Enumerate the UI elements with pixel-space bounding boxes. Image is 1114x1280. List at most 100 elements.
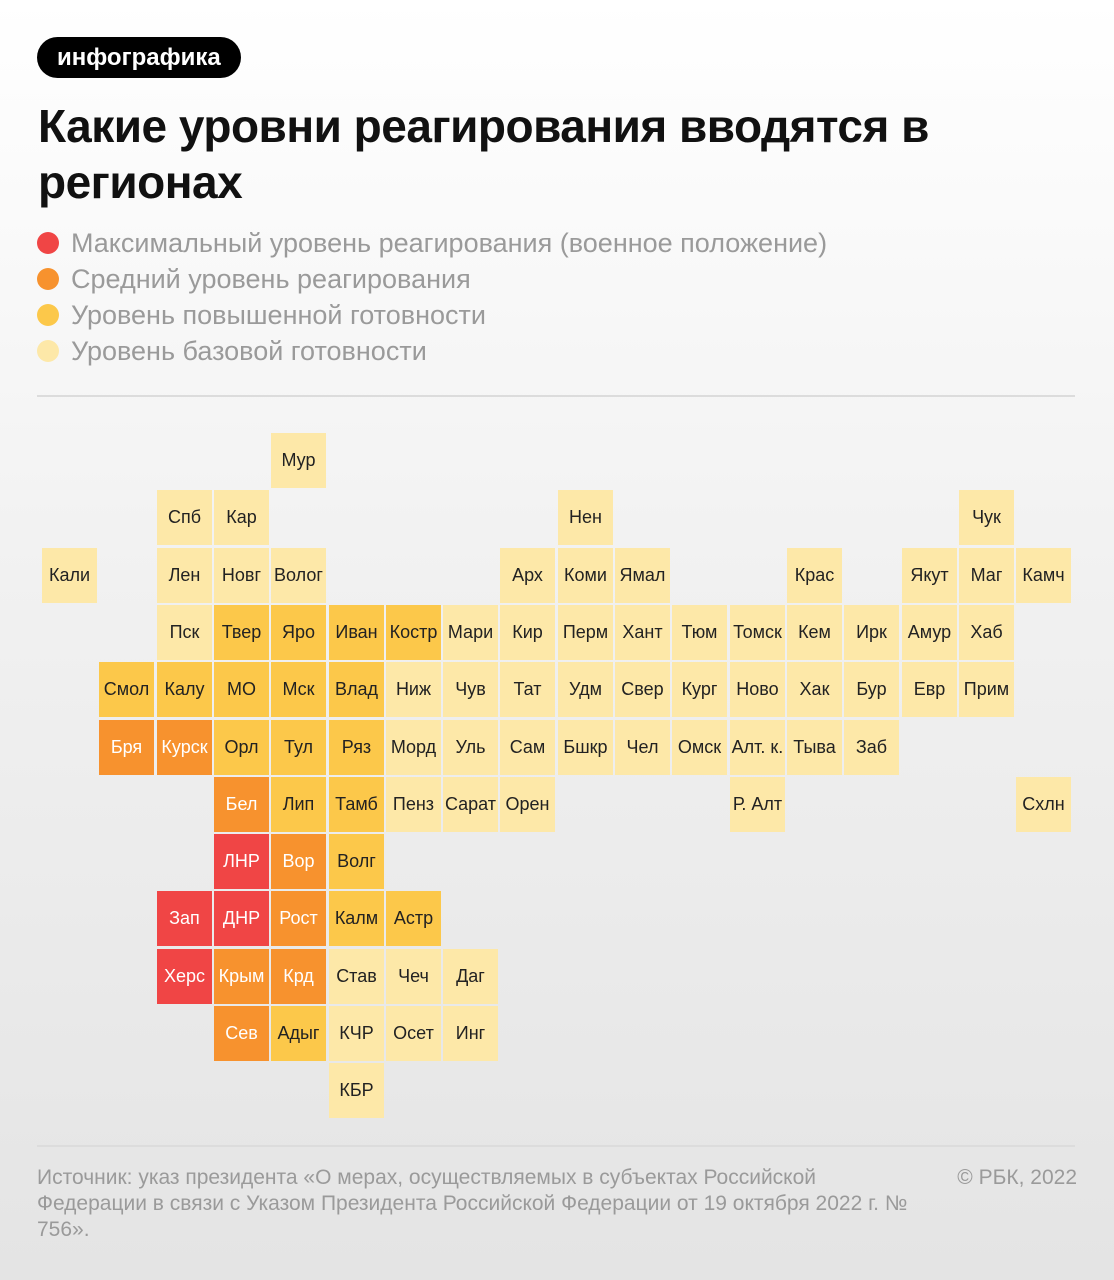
region-tile: Кем — [787, 605, 842, 660]
region-tile: Камч — [1016, 548, 1071, 603]
region-tile: ДНР — [214, 891, 269, 946]
region-tile: Яро — [271, 605, 326, 660]
region-tile: МО — [214, 662, 269, 717]
region-tile: Калу — [157, 662, 212, 717]
region-tile: Амур — [902, 605, 957, 660]
region-tile: Крас — [787, 548, 842, 603]
region-tile: Смол — [99, 662, 154, 717]
region-tile: Осет — [386, 1006, 441, 1061]
region-tile: Сарат — [443, 777, 498, 832]
legend-dot-max — [37, 232, 59, 254]
copyright: © РБК, 2022 — [957, 1166, 1077, 1189]
region-tile: Чел — [615, 720, 670, 775]
legend-label-base: Уровень базовой готовности — [71, 335, 427, 366]
region-tile: Арх — [500, 548, 555, 603]
region-tile: Чув — [443, 662, 498, 717]
legend-label-max: Максимальный уровень реагирования (военн… — [71, 227, 828, 258]
region-tile: Прим — [959, 662, 1014, 717]
region-tile: Крым — [214, 949, 269, 1004]
region-tile: Крд — [271, 949, 326, 1004]
region-tile: Морд — [386, 720, 441, 775]
region-tile: Томск — [730, 605, 785, 660]
region-tile: Бур — [844, 662, 899, 717]
region-tile: Хаб — [959, 605, 1014, 660]
legend-item-max: Максимальный уровень реагирования (военн… — [37, 225, 827, 261]
region-tile: Нен — [558, 490, 613, 545]
region-tile: Астр — [386, 891, 441, 946]
region-tile: Кир — [500, 605, 555, 660]
legend-item-mid: Средний уровень реагирования — [37, 261, 827, 297]
region-tile: Сев — [214, 1006, 269, 1061]
region-tile: КБР — [329, 1063, 384, 1118]
region-tile: Костр — [386, 605, 441, 660]
region-tile: Пск — [157, 605, 212, 660]
legend-label-mid: Средний уровень реагирования — [71, 263, 471, 294]
region-tile: Тамб — [329, 777, 384, 832]
region-tile: Ямал — [615, 548, 670, 603]
region-tile: Мур — [271, 433, 326, 488]
top-divider — [37, 395, 1075, 397]
legend-dot-base — [37, 340, 59, 362]
legend-dot-high — [37, 304, 59, 326]
region-tile: Адыг — [271, 1006, 326, 1061]
region-tile: Тюм — [672, 605, 727, 660]
region-tile: Схлн — [1016, 777, 1071, 832]
legend-item-base: Уровень базовой готовности — [37, 333, 827, 369]
region-tile: Спб — [157, 490, 212, 545]
infographic-tag: инфографика — [37, 37, 241, 78]
region-tile: Ирк — [844, 605, 899, 660]
region-tile: Пенз — [386, 777, 441, 832]
region-tile: Волог — [271, 548, 326, 603]
region-tile: ЛНР — [214, 834, 269, 889]
region-tile: Кург — [672, 662, 727, 717]
region-tile: КЧР — [329, 1006, 384, 1061]
region-tile: Тыва — [787, 720, 842, 775]
region-tile: Мари — [443, 605, 498, 660]
region-tile: Новг — [214, 548, 269, 603]
region-tile: Твер — [214, 605, 269, 660]
source-note: Источник: указ президента «О мерах, осущ… — [37, 1166, 908, 1241]
region-tile: Бел — [214, 777, 269, 832]
region-tile: Волг — [329, 834, 384, 889]
region-tile: Бшкр — [558, 720, 613, 775]
region-tile: Ниж — [386, 662, 441, 717]
region-tile: Маг — [959, 548, 1014, 603]
region-tile: Инг — [443, 1006, 498, 1061]
region-tile: Кар — [214, 490, 269, 545]
region-tile: Курск — [157, 720, 212, 775]
region-tile: Перм — [558, 605, 613, 660]
region-tile: Коми — [558, 548, 613, 603]
region-tile: Став — [329, 949, 384, 1004]
region-tile: Якут — [902, 548, 957, 603]
region-tile: Уль — [443, 720, 498, 775]
region-tile: Алт. к. — [730, 720, 785, 775]
region-tile: Влад — [329, 662, 384, 717]
region-tile: Калм — [329, 891, 384, 946]
region-tile: Кали — [42, 548, 97, 603]
region-tile: Даг — [443, 949, 498, 1004]
region-tile: Лип — [271, 777, 326, 832]
region-tile: Омск — [672, 720, 727, 775]
region-tile: Ново — [730, 662, 785, 717]
region-tile: Ряз — [329, 720, 384, 775]
legend-label-high: Уровень повышенной готовности — [71, 299, 486, 330]
region-tile: Орен — [500, 777, 555, 832]
region-tile: Хант — [615, 605, 670, 660]
region-tile: Тул — [271, 720, 326, 775]
region-tile: Хак — [787, 662, 842, 717]
region-tile: Лен — [157, 548, 212, 603]
legend-dot-mid — [37, 268, 59, 290]
region-tile: Свер — [615, 662, 670, 717]
region-tile: Чеч — [386, 949, 441, 1004]
legend: Максимальный уровень реагирования (военн… — [37, 225, 827, 369]
legend-item-high: Уровень повышенной готовности — [37, 297, 827, 333]
region-tile: Херс — [157, 949, 212, 1004]
region-tile: Р. Алт — [730, 777, 785, 832]
page-title: Какие уровни реагирования вводятся в рег… — [38, 100, 929, 208]
region-tile: Иван — [329, 605, 384, 660]
region-tile: Бря — [99, 720, 154, 775]
region-tile: Рост — [271, 891, 326, 946]
region-tile: Удм — [558, 662, 613, 717]
region-tile: Заб — [844, 720, 899, 775]
region-tile: Вор — [271, 834, 326, 889]
